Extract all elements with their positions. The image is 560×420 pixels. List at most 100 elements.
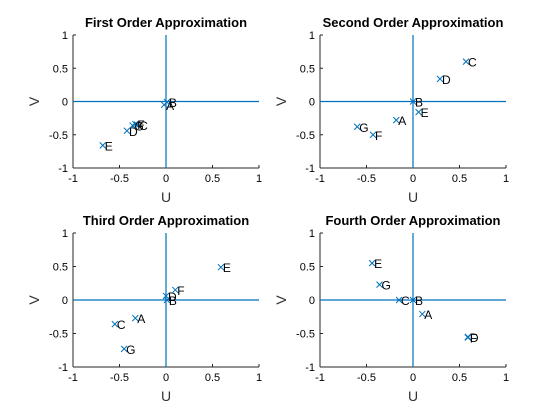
data-point-b [409, 296, 417, 304]
x-axis-label: U [161, 388, 171, 404]
data-label: A [166, 99, 174, 113]
data-label: E [374, 257, 382, 271]
data-label: G [382, 279, 391, 293]
data-point-f [464, 334, 472, 341]
x-marker-stroke [217, 263, 225, 271]
data-point-c [462, 58, 470, 65]
data-label: B [415, 96, 423, 110]
x-tick-label: 1 [503, 173, 509, 185]
x-marker-stroke [409, 296, 417, 304]
y-tick-label: -0.5 [49, 130, 68, 142]
x-tick-label: 0 [410, 372, 416, 384]
data-label: A [424, 308, 432, 322]
x-marker-stroke [392, 116, 400, 124]
y-tick-label: 0.5 [300, 63, 315, 75]
x-marker-stroke [353, 123, 361, 131]
y-tick-label: 1 [309, 30, 315, 42]
data-point-g [129, 122, 136, 129]
y-tick-label: -1 [305, 163, 315, 175]
x-tick-label: 0 [410, 173, 416, 185]
data-point-b [163, 98, 171, 106]
data-point-e [415, 108, 422, 116]
data-label: C [117, 318, 126, 332]
x-tick-label: 0 [163, 372, 169, 384]
x-marker-stroke [369, 131, 377, 139]
chart-title: First Order Approximation [85, 15, 247, 30]
data-point-c [395, 296, 403, 304]
y-tick-label: 0 [309, 295, 315, 307]
x-tick-label: 1 [256, 173, 262, 185]
data-label: F [137, 118, 144, 132]
x-tick-label: 0.5 [452, 173, 467, 185]
y-tick-label: -1 [305, 362, 315, 374]
data-label: D [442, 73, 451, 87]
x-tick-label: -1 [68, 372, 78, 384]
x-marker-stroke [368, 259, 376, 267]
x-tick-label: 0 [163, 173, 169, 185]
data-label: E [223, 261, 231, 275]
data-point-b [163, 296, 171, 304]
y-axis-label: V [26, 96, 42, 106]
x-marker-stroke [131, 314, 139, 322]
data-label: E [105, 139, 113, 153]
data-label: G [126, 343, 135, 357]
x-tick-label: -0.5 [357, 372, 376, 384]
data-point-g [120, 345, 128, 353]
data-label: F [177, 284, 184, 298]
x-tick-label: -1 [68, 173, 78, 185]
x-marker-stroke [111, 320, 119, 328]
data-label: G [135, 119, 144, 133]
data-point-e [368, 259, 376, 267]
data-label: C [468, 56, 477, 70]
data-point-e [217, 263, 225, 271]
data-point-f [369, 131, 377, 139]
x-marker-stroke [418, 310, 426, 318]
x-marker-stroke [376, 281, 383, 288]
data-label: A [137, 312, 145, 326]
y-tick-label: 1 [62, 228, 68, 240]
x-marker-stroke [171, 286, 179, 294]
x-marker-stroke [99, 142, 107, 149]
x-marker-stroke [395, 296, 403, 304]
data-point-g [376, 281, 383, 288]
y-axis-label: V [26, 295, 42, 305]
chart-title: Fourth Order Approximation [325, 213, 500, 228]
data-label: A [398, 114, 406, 128]
chart-title: Third Order Approximation [83, 213, 249, 228]
x-marker-stroke [123, 127, 131, 135]
data-point-a [392, 116, 400, 124]
y-tick-label: 0 [62, 295, 68, 307]
y-axis-label: V [273, 295, 289, 305]
x-tick-label: -0.5 [110, 173, 129, 185]
subplot-3: -1-1 -0.5 -0.5 0 0 0.5 0.5 1 1 Third Order Approx… [26, 213, 262, 404]
x-marker-stroke [436, 75, 444, 83]
x-marker-stroke [163, 296, 171, 304]
data-point-e [99, 142, 107, 149]
y-tick-label: 1 [62, 30, 68, 42]
x-tick-label: 0.5 [205, 372, 220, 384]
y-tick-label: -1 [58, 362, 68, 374]
y-tick-label: -0.5 [296, 130, 315, 142]
x-marker-stroke [415, 108, 422, 116]
data-label: E [421, 106, 429, 120]
subplot-1: -1-1 -0.5 -0.5 0 0 0.5 0.5 1 1 First Order Approx… [26, 15, 262, 205]
x-marker-stroke [162, 292, 170, 300]
x-marker-stroke [163, 98, 171, 106]
x-tick-label: 1 [256, 372, 262, 384]
data-label: D [168, 290, 177, 304]
data-point-g [353, 123, 361, 131]
y-tick-label: 0 [309, 97, 315, 109]
y-tick-label: 1 [309, 228, 315, 240]
data-label: G [359, 121, 368, 135]
x-marker-stroke [409, 98, 417, 105]
data-label: B [415, 294, 423, 308]
data-point-a [131, 314, 139, 322]
data-label: F [470, 332, 477, 346]
data-label: C [139, 119, 148, 133]
x-axis-label: U [408, 189, 418, 205]
data-point-d [162, 292, 170, 300]
x-marker-stroke [120, 345, 128, 353]
chart-title: Second Order Approximation [323, 15, 504, 30]
